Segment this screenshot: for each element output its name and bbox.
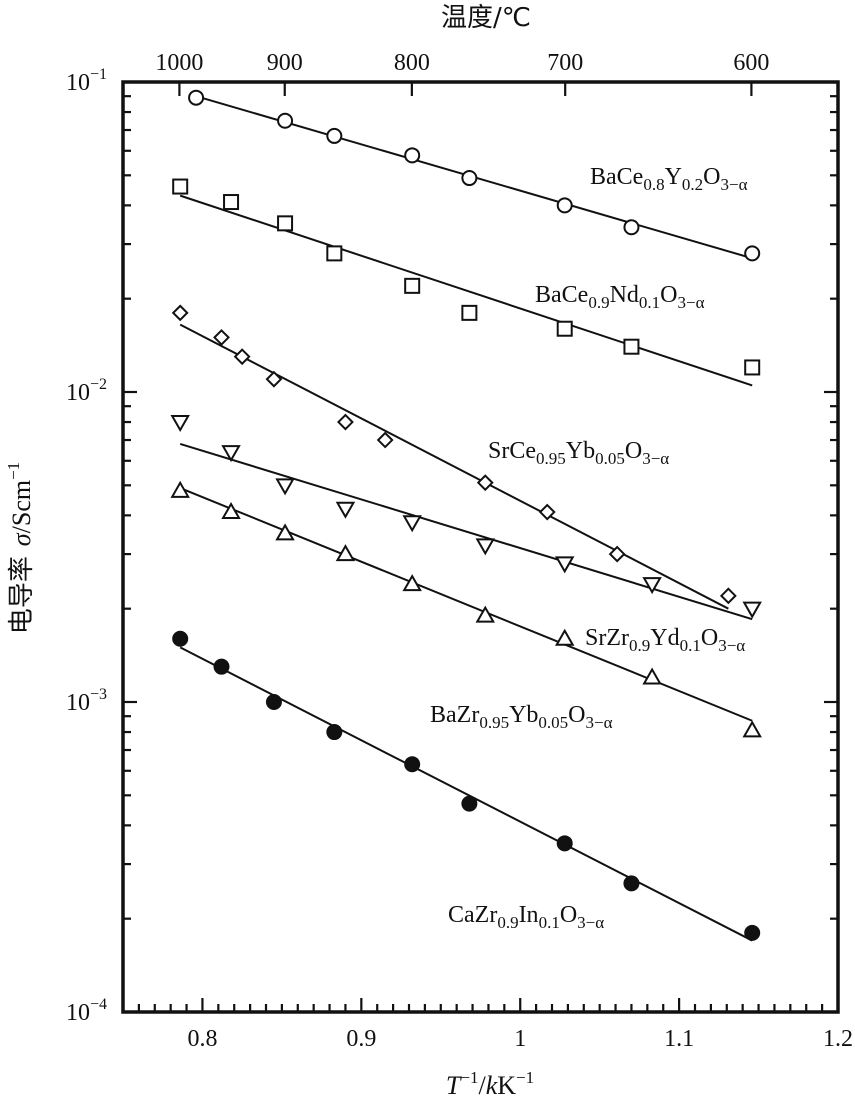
data-point xyxy=(172,630,189,647)
data-point xyxy=(475,605,495,623)
top-tick-label: 600 xyxy=(733,50,769,76)
series-label: CaZr0.9In0.1O3−α xyxy=(448,902,604,932)
data-point xyxy=(170,415,190,433)
data-point xyxy=(335,544,356,562)
top-tick-label: 900 xyxy=(267,50,303,76)
y-tick-label: 10−2 xyxy=(66,376,107,406)
data-point xyxy=(170,480,190,498)
data-point xyxy=(461,170,478,187)
data-point xyxy=(744,359,761,376)
data-point xyxy=(213,328,230,346)
data-point xyxy=(475,538,495,556)
data-point xyxy=(556,835,573,852)
x-tick-label: 1.1 xyxy=(664,1026,694,1052)
series-label: BaCe0.9Nd0.1O3−α xyxy=(535,282,705,312)
data-point xyxy=(719,587,737,605)
data-point xyxy=(171,304,189,322)
data-point xyxy=(404,756,421,773)
x-tick-label: 0.8 xyxy=(187,1026,217,1052)
y-axis-label: 电导率σ/Scm−1 xyxy=(4,462,37,634)
tick-labels: 0.8 0.9 1 1.1 1.2 1000 900 800 700 600 10−1 10−2 10−… xyxy=(66,50,853,1052)
data-point xyxy=(404,147,421,164)
top-tick-label: 800 xyxy=(394,50,430,76)
y-tick-label: 10−4 xyxy=(66,996,107,1026)
data-point xyxy=(461,304,478,321)
data-point xyxy=(623,338,640,355)
data-point xyxy=(744,245,761,262)
data-point xyxy=(275,478,295,496)
series-label: SrZr0.9Yd0.1O3−α xyxy=(585,625,745,655)
data-point xyxy=(213,658,230,675)
fit-line xyxy=(179,646,753,942)
fit-line xyxy=(179,323,729,610)
data-point xyxy=(402,574,422,592)
data-point xyxy=(221,502,241,520)
data-point xyxy=(221,445,241,463)
data-point xyxy=(188,89,205,106)
series-label: SrCe0.95Yb0.05O3−α xyxy=(488,438,669,468)
data-point xyxy=(608,545,626,563)
data-point xyxy=(326,127,343,144)
data-point xyxy=(642,577,662,595)
data-point xyxy=(337,413,354,431)
data-point xyxy=(623,875,640,892)
data-markers xyxy=(170,89,762,941)
data-point xyxy=(326,724,343,741)
data-point xyxy=(265,694,282,710)
data-point xyxy=(223,194,240,211)
data-point xyxy=(402,515,422,533)
x-tick-label: 0.9 xyxy=(346,1026,376,1052)
fit-lines xyxy=(179,95,753,942)
series-label: BaCe0.8Y0.2O3−α xyxy=(590,164,748,194)
plot-frame xyxy=(121,80,840,1014)
x-tick-label: 1.2 xyxy=(823,1026,853,1052)
data-point xyxy=(744,924,761,941)
data-point xyxy=(461,795,478,812)
data-point xyxy=(277,112,294,129)
data-point xyxy=(476,474,494,492)
fit-line xyxy=(179,194,753,387)
data-point xyxy=(742,601,762,619)
x-axis-label: T−1/kK−1 xyxy=(446,1068,534,1100)
fit-line xyxy=(179,487,753,722)
top-axis-label: 温度/℃ xyxy=(441,3,531,33)
data-point xyxy=(326,245,343,262)
top-tick-label: 1000 xyxy=(155,50,203,76)
data-point xyxy=(538,503,556,521)
data-point xyxy=(554,628,575,646)
y-tick-label: 10−3 xyxy=(66,686,107,716)
data-point xyxy=(277,215,294,232)
y-tick-label: 10−1 xyxy=(66,66,107,96)
series-labels: BaCe0.8Y0.2O3−α BaCe0.9Nd0.1O3−α SrCe0.95Y… xyxy=(430,164,748,932)
data-point xyxy=(556,197,573,214)
data-point xyxy=(404,277,421,294)
data-point xyxy=(742,720,762,738)
data-point xyxy=(335,501,356,519)
data-point xyxy=(554,556,575,574)
data-point xyxy=(265,370,283,388)
data-point xyxy=(642,667,662,685)
data-point xyxy=(376,431,394,449)
data-point xyxy=(275,523,295,541)
axis-ticks xyxy=(123,82,838,1012)
data-point xyxy=(556,320,573,337)
fit-line xyxy=(179,442,753,621)
data-point xyxy=(233,348,251,366)
series-label: BaZr0.95Yb0.05O3−α xyxy=(430,702,613,732)
top-tick-label: 700 xyxy=(547,50,583,76)
data-point xyxy=(623,219,640,236)
data-point xyxy=(172,178,189,195)
x-tick-label: 1 xyxy=(514,1026,526,1052)
